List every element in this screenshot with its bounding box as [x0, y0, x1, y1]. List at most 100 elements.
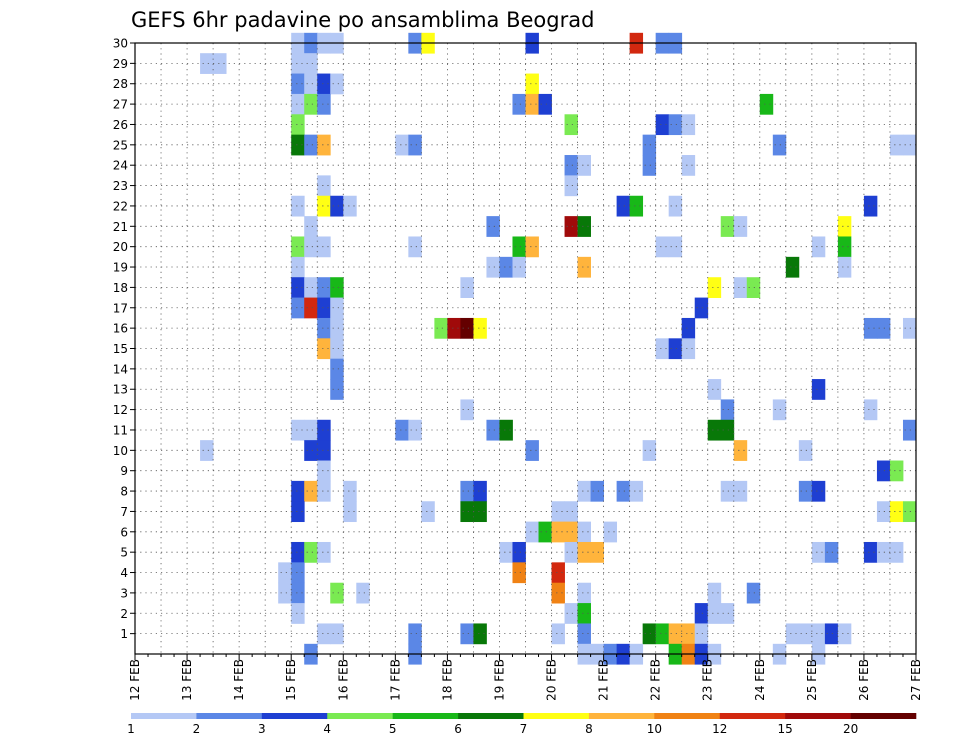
heatmap-cell — [577, 603, 591, 624]
heatmap-cell — [512, 256, 526, 278]
heatmap-cell — [291, 419, 305, 441]
heatmap-cell — [291, 114, 305, 136]
colorbar-label: 6 — [454, 722, 462, 736]
heatmap-cell — [564, 175, 578, 197]
heatmap-cell — [291, 256, 305, 278]
heatmap-cell — [304, 73, 318, 95]
heatmap-cell — [837, 623, 852, 645]
heatmap-cell — [512, 93, 526, 115]
heatmap-cell — [629, 195, 644, 217]
y-tick-label: 24 — [113, 159, 128, 173]
heatmap-cell — [772, 134, 787, 156]
heatmap-cell — [317, 460, 331, 482]
heatmap-cell — [551, 562, 565, 584]
heatmap-cell — [681, 114, 696, 136]
x-tick-label: 15 FEB — [284, 659, 298, 701]
heatmap-cell — [200, 440, 214, 461]
x-tick-label: 19 FEB — [492, 659, 506, 701]
heatmap-cell — [889, 134, 904, 156]
heatmap-cell — [473, 501, 487, 523]
heatmap-cell — [681, 338, 696, 360]
heatmap-cell — [291, 541, 305, 563]
heatmap-cell — [473, 317, 487, 339]
colorbar-label: 7 — [520, 722, 528, 736]
heatmap-cell — [876, 460, 891, 482]
x-tick-label: 18 FEB — [440, 659, 454, 701]
heatmap-cell — [681, 317, 696, 339]
heatmap-cell — [577, 155, 591, 176]
heatmap-cell — [733, 277, 748, 298]
colorbar-swatch — [785, 713, 851, 719]
heatmap-cell — [304, 440, 318, 461]
heatmap-cell — [707, 419, 722, 441]
heatmap-cell — [564, 114, 578, 136]
heatmap-cell — [486, 256, 500, 278]
y-tick-label: 29 — [113, 57, 128, 71]
y-tick-label: 15 — [113, 342, 128, 356]
heatmap-cell — [278, 562, 292, 584]
heatmap-cell — [317, 134, 331, 156]
colorbar-label: 1 — [127, 722, 135, 736]
heatmap-cell — [798, 480, 813, 502]
x-tick-label: 24 FEB — [753, 659, 767, 701]
heatmap-cell — [304, 93, 318, 115]
heatmap-cell — [330, 623, 344, 645]
heatmap-cell — [330, 73, 344, 95]
y-tick-label: 22 — [113, 199, 128, 213]
heatmap-cell — [668, 623, 683, 645]
heatmap-cell — [330, 338, 344, 360]
heatmap-cell — [720, 216, 735, 237]
heatmap-cell — [551, 501, 565, 523]
heatmap-cell — [564, 155, 578, 176]
heatmap-cell — [434, 317, 448, 339]
heatmap-cell — [343, 480, 357, 502]
y-tick-label: 10 — [113, 444, 128, 458]
heatmap-cell — [408, 623, 422, 645]
heatmap-cell — [707, 582, 722, 604]
x-tick-label: 16 FEB — [336, 659, 350, 701]
heatmap-cell — [798, 440, 813, 461]
heatmap-cell — [577, 256, 591, 278]
heatmap-cell — [655, 623, 670, 645]
heatmap-cell — [317, 480, 331, 502]
y-axis-labels: 1234567891011121314151617181920212223242… — [113, 37, 128, 642]
heatmap-cell — [642, 134, 657, 156]
x-tick-label: 23 FEB — [701, 659, 715, 701]
heatmap-cell — [304, 277, 318, 298]
heatmap-cell — [577, 521, 591, 543]
heatmap-cell — [798, 623, 813, 645]
heatmap-cell — [863, 541, 878, 563]
heatmap-cell — [486, 216, 500, 237]
colorbar-label: 8 — [585, 722, 593, 736]
heatmap-cell — [655, 236, 670, 258]
heatmap-cell — [317, 195, 331, 217]
heatmap-cell — [876, 317, 891, 339]
colorbar-swatch — [392, 713, 459, 719]
colorbar-swatch — [588, 713, 655, 719]
y-tick-label: 7 — [120, 505, 128, 519]
heatmap-cell — [811, 236, 826, 258]
heatmap-cell — [291, 562, 305, 584]
heatmap-cell — [876, 501, 891, 523]
heatmap-cell — [720, 399, 735, 421]
heatmap-cell — [837, 256, 852, 278]
heatmap-cell — [655, 338, 670, 360]
y-tick-label: 12 — [113, 403, 128, 417]
y-tick-label: 2 — [120, 607, 128, 621]
heatmap-cell — [317, 541, 331, 563]
heatmap-cell — [603, 521, 618, 543]
heatmap-cell — [694, 623, 709, 645]
y-tick-label: 17 — [113, 301, 128, 315]
heatmap-cell — [629, 480, 644, 502]
heatmap-cell — [278, 582, 292, 604]
heatmap-cell — [772, 399, 787, 421]
heatmap-cell — [408, 236, 422, 258]
heatmap-cell — [291, 277, 305, 298]
heatmap-cell — [551, 521, 565, 543]
colorbar-label: 10 — [647, 722, 662, 736]
heatmap-cell — [317, 175, 331, 197]
heatmap-cells — [200, 32, 917, 665]
heatmap-cell — [824, 541, 839, 563]
y-tick-label: 28 — [113, 77, 128, 91]
